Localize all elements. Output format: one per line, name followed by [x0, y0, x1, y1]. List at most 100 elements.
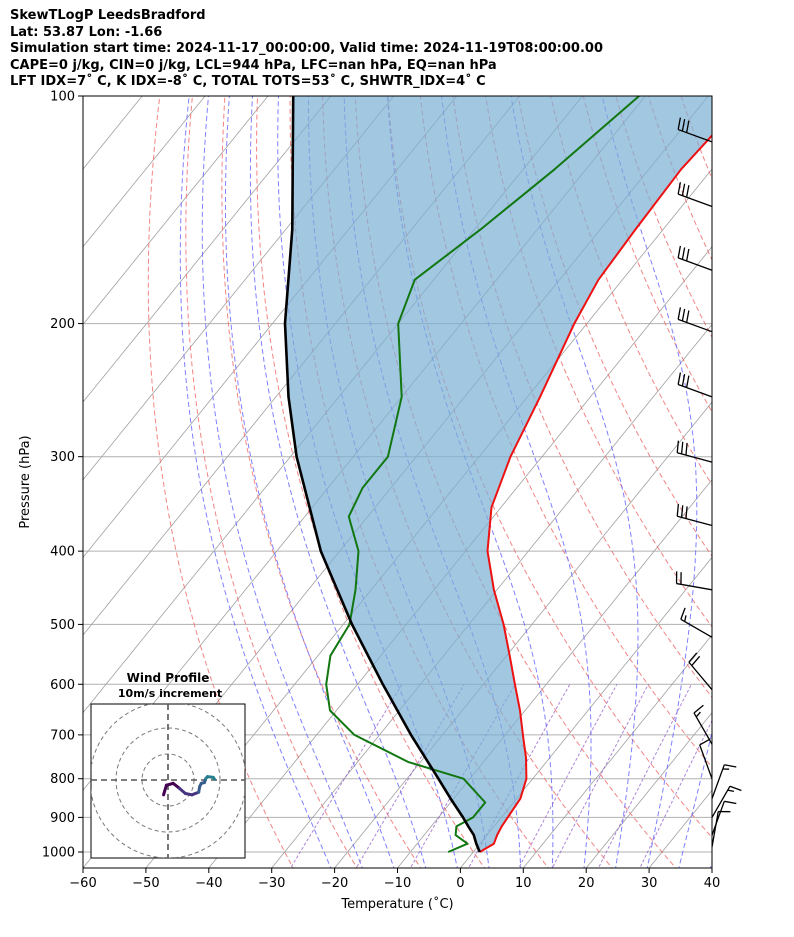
isotherm-line — [208, 246, 712, 868]
hodograph-subtitle: 10m/s increment — [118, 687, 222, 700]
mixing-ratio-line — [551, 684, 649, 868]
wind-barbs — [675, 117, 742, 848]
x-tick-label: 10 — [515, 876, 532, 891]
wind-barb-flag — [685, 375, 690, 388]
dry-adiabat-line — [740, 79, 794, 871]
wind-barb-flag — [727, 789, 735, 793]
y-tick-label: 1000 — [42, 845, 75, 860]
parcel-line — [283, 96, 481, 853]
plot-area — [0, 79, 794, 871]
moist-adiabat-line — [678, 730, 712, 868]
wind-barb-staff — [677, 128, 713, 143]
wind-barb — [699, 738, 713, 779]
y-tick-label: 800 — [50, 772, 75, 787]
wind-barb-flag — [677, 307, 682, 320]
wind-barb-flag — [680, 607, 686, 620]
wind-barb-flag — [695, 711, 701, 718]
mixing-ratio-line — [290, 684, 403, 868]
wind-barb-flag — [684, 615, 687, 622]
wind-barb-flag — [685, 185, 690, 198]
dry-adiabat-line — [772, 79, 794, 871]
y-tick-label: 500 — [50, 618, 75, 633]
wind-barb-flag — [680, 441, 684, 455]
wind-barb — [688, 652, 713, 691]
wind-barb-flag — [681, 183, 686, 196]
wind-barb — [677, 307, 713, 333]
isotherm-line — [0, 79, 93, 871]
wind-barb-staff — [677, 318, 713, 333]
y-tick-label: 900 — [50, 811, 75, 826]
cape-text: CAPE=0 j/kg, CIN=0 j/kg, LCL=944 hPa, LF… — [10, 57, 497, 73]
moist-adiabat-line — [179, 96, 332, 868]
y-axis-label: Pressure (hPa) — [18, 435, 33, 528]
wind-barb-flag — [680, 505, 684, 518]
wind-barb — [711, 785, 742, 818]
wind-barb-staff — [711, 764, 725, 799]
moist-adiabat-line — [201, 96, 363, 868]
chart-title: SkewTLogP LeedsBradford — [10, 8, 206, 23]
x-tick-label: −60 — [69, 876, 96, 891]
moist-adiabat-line — [249, 96, 427, 868]
wind-barb-flag — [677, 117, 682, 130]
wind-barb-staff — [677, 383, 713, 398]
x-tick-label: −30 — [258, 876, 285, 891]
mixing-ratio-line — [518, 684, 618, 868]
y-tick-label: 200 — [50, 317, 75, 332]
indices-text: LFT IDX=7˚ C, K IDX=-8˚ C, TOTAL TOTS=53… — [10, 74, 486, 90]
isotherm-line — [83, 96, 458, 559]
dry-adiabat-line — [256, 96, 486, 868]
x-tick-label: 40 — [704, 876, 721, 891]
dry-adiabat-line — [147, 96, 294, 868]
dewpoint-line — [325, 96, 640, 853]
wind-barb-staff — [677, 515, 713, 527]
x-tick-label: −10 — [384, 876, 411, 891]
moist-adiabat-line — [601, 96, 698, 868]
y-tick-label: 700 — [50, 728, 75, 743]
moist-adiabat-line — [741, 96, 794, 871]
hodograph-title: Wind Profile — [127, 671, 210, 685]
dry-adiabat-line — [185, 96, 358, 868]
wind-barb — [677, 182, 713, 208]
x-tick-label: −50 — [132, 876, 159, 891]
time-text: Simulation start time: 2024-11-17_00:00:… — [10, 41, 603, 57]
wind-barb-flag — [685, 442, 688, 456]
wind-barb — [680, 607, 713, 638]
x-tick-label: 0 — [456, 876, 464, 891]
location-text: Lat: 53.87 Lon: -1.66 — [10, 24, 163, 40]
isotherm-line — [83, 96, 395, 481]
isotherm-line — [83, 96, 521, 636]
x-tick-label: 20 — [578, 876, 595, 891]
wind-barb-flag — [724, 764, 737, 768]
wind-barb — [676, 504, 713, 527]
wind-barb-staff — [676, 582, 713, 591]
wind-barb — [711, 800, 737, 836]
dry-adiabat-line — [517, 96, 712, 557]
wind-barb — [677, 117, 713, 143]
wind-barb-flag — [676, 440, 680, 453]
wind-barb-staff — [711, 785, 731, 818]
wind-barb-flag — [699, 738, 711, 746]
wind-barb-flag — [681, 373, 686, 387]
y-tick-label: 600 — [50, 678, 75, 693]
isotherm-line — [585, 712, 712, 868]
dry-adiabat-line — [647, 96, 712, 261]
mixing-ratio-line — [597, 684, 692, 868]
hodograph-trace — [211, 775, 217, 781]
wind-barb-flag — [729, 785, 742, 792]
wind-barb-staff — [711, 801, 725, 836]
mixing-ratio-line — [639, 719, 712, 868]
wind-barb-flag — [688, 652, 698, 663]
wind-barb-flag — [685, 120, 690, 133]
dry-adiabat-line — [550, 96, 712, 486]
moist-adiabat-line — [709, 860, 712, 868]
wind-barb-staff — [677, 452, 713, 463]
dry-adiabat-line — [221, 96, 422, 868]
y-tick-label: 100 — [50, 90, 75, 105]
wind-barb-flag — [724, 800, 737, 805]
wind-barb-staff — [677, 193, 713, 208]
wind-barb-flag — [681, 247, 686, 260]
dry-adiabat-line — [708, 79, 794, 871]
moist-adiabat-line — [510, 96, 639, 868]
dry-adiabat-line — [354, 96, 677, 868]
